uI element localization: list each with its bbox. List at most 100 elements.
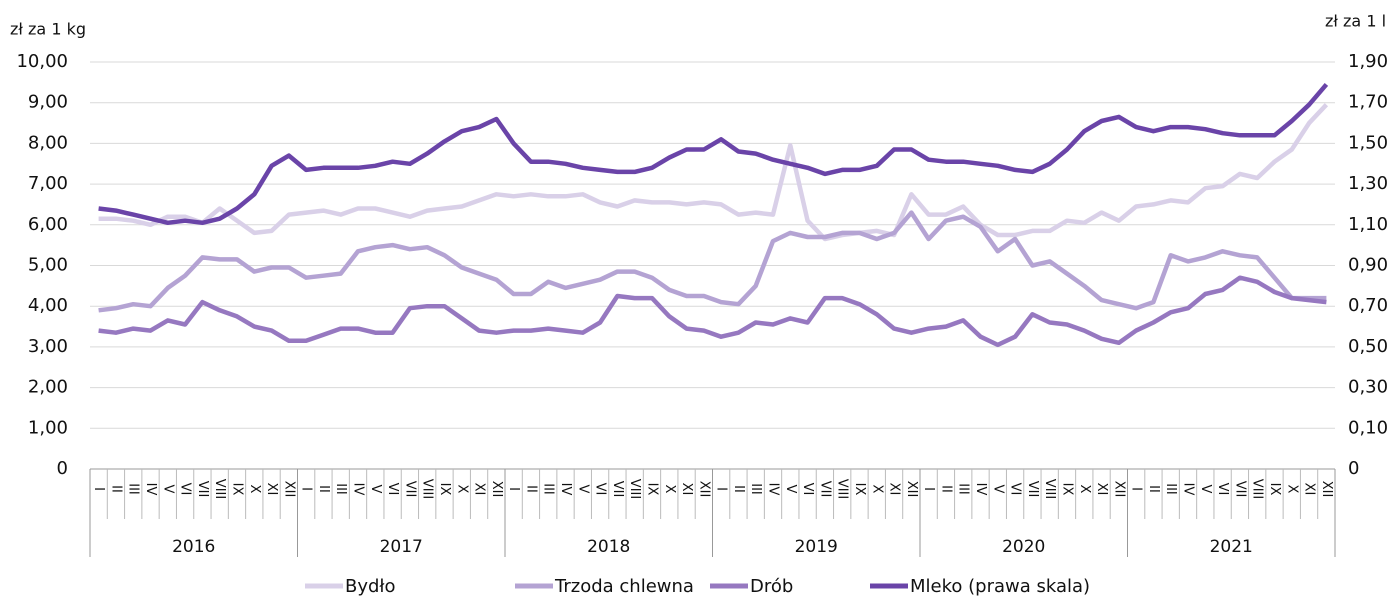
x-tick-label: XII <box>1111 481 1126 498</box>
x-tick-label: VII <box>610 481 625 498</box>
x-tick-label: II <box>316 485 331 493</box>
line-series <box>98 210 1327 313</box>
x-tick-label: X <box>247 485 262 494</box>
y-tick-label: 7,00 <box>28 173 68 194</box>
x-tick-label: V <box>1198 485 1213 494</box>
x-tick-label: III <box>333 483 348 495</box>
y2-axis-label: zł za 1 l <box>1325 12 1386 31</box>
y-tick-label: 8,00 <box>28 132 68 153</box>
x-tick-label: III <box>748 483 763 495</box>
x-tick-label: XII <box>904 481 919 498</box>
x-tick-label: IV <box>143 483 158 496</box>
x-tick-label: XI <box>1094 483 1109 496</box>
x-tick-label: I <box>921 487 936 491</box>
x-tick-label: VI <box>593 483 608 496</box>
y2-tick-label: 0,90 <box>1348 255 1388 276</box>
y2-tick-label: 0,10 <box>1348 417 1388 438</box>
x-tick-label: VI <box>385 483 400 496</box>
legend-label: Trzoda chlewna <box>554 576 694 597</box>
x-tick-label: VIII <box>212 479 227 499</box>
x-tick-label: VII <box>1025 481 1040 498</box>
x-tick-label: VIII <box>420 479 435 499</box>
x-tick-label: XI <box>679 483 694 496</box>
x-tick-label: XII <box>281 481 296 498</box>
y2-tick-label: 1,50 <box>1348 132 1388 153</box>
x-tick-label: VI <box>800 483 815 496</box>
x-tick-label: IV <box>558 483 573 496</box>
y2-tick-label: 0,30 <box>1348 377 1388 398</box>
x-tick-label: VI <box>178 483 193 496</box>
y2-tick-label: 0 <box>1348 458 1359 479</box>
x-tick-label: X <box>454 485 469 494</box>
line-series <box>98 275 1327 348</box>
x-tick-label: IV <box>973 483 988 496</box>
y-axis-label: zł za 1 kg <box>10 20 86 39</box>
y-tick-label: 10,00 <box>16 51 68 72</box>
x-tick-label: X <box>1284 485 1299 494</box>
x-tick-label: XII <box>489 481 504 498</box>
x-tick-label: V <box>368 485 383 494</box>
x-tick-label: II <box>731 485 746 493</box>
year-label: 2016 <box>172 537 215 557</box>
x-tick-label: XI <box>264 483 279 496</box>
x-tick-label: IV <box>766 483 781 496</box>
x-tick-label: II <box>108 485 123 493</box>
y2-tick-label: 1,30 <box>1348 173 1388 194</box>
year-label: 2019 <box>795 537 838 557</box>
x-tick-label: VIII <box>835 479 850 499</box>
y-tick-label: 3,00 <box>28 336 68 357</box>
year-label: 2017 <box>380 537 423 557</box>
x-tick-label: IV <box>1181 483 1196 496</box>
x-tick-label: VII <box>195 481 210 498</box>
x-tick-label: X <box>869 485 884 494</box>
x-tick-label: I <box>506 487 521 491</box>
x-tick-label: IX <box>852 483 867 496</box>
y-tick-label: 4,00 <box>28 295 68 316</box>
x-tick-label: V <box>160 485 175 494</box>
x-tick-label: VI <box>1008 483 1023 496</box>
x-tick-label: XII <box>696 481 711 498</box>
x-tick-label: VIII <box>627 479 642 499</box>
x-tick-label: II <box>523 485 538 493</box>
x-tick-label: I <box>299 487 314 491</box>
legend-label: Mleko (prawa skala) <box>910 576 1090 597</box>
x-tick-label: I <box>1129 487 1144 491</box>
x-tick-label: IX <box>229 483 244 496</box>
x-tick-label: VIII <box>1250 479 1265 499</box>
x-tick-label: IV <box>351 483 366 496</box>
x-tick-label: V <box>990 485 1005 494</box>
x-tick-label: III <box>1163 483 1178 495</box>
y2-tick-label: 1,70 <box>1348 92 1388 113</box>
legend-label: Drób <box>750 576 793 597</box>
x-tick-label: III <box>956 483 971 495</box>
year-label: 2021 <box>1210 537 1253 557</box>
y-tick-label: 5,00 <box>28 255 68 276</box>
x-tick-label: VII <box>817 481 832 498</box>
x-tick-label: X <box>662 485 677 494</box>
x-tick-label: II <box>938 485 953 493</box>
y2-tick-label: 1,10 <box>1348 214 1388 235</box>
y2-tick-label: 0,70 <box>1348 295 1388 316</box>
x-tick-label: IX <box>1059 483 1074 496</box>
y-tick-label: 0 <box>57 458 68 479</box>
x-tick-label: IX <box>437 483 452 496</box>
x-tick-label: III <box>541 483 556 495</box>
y2-tick-label: 0,50 <box>1348 336 1388 357</box>
x-tick-label: VII <box>402 481 417 498</box>
x-tick-label: III <box>126 483 141 495</box>
line-series <box>98 82 1329 226</box>
x-tick-label: XII <box>1319 481 1334 498</box>
y-tick-label: 9,00 <box>28 92 68 113</box>
x-tick-label: VI <box>1215 483 1230 496</box>
x-tick-label: X <box>1077 485 1092 494</box>
y-tick-label: 6,00 <box>28 214 68 235</box>
x-tick-label: I <box>714 487 729 491</box>
x-tick-label: XI <box>472 483 487 496</box>
x-tick-label: VII <box>1232 481 1247 498</box>
x-tick-label: XI <box>887 483 902 496</box>
x-tick-label: II <box>1146 485 1161 493</box>
x-tick-label: IX <box>644 483 659 496</box>
y-tick-label: 1,00 <box>28 417 68 438</box>
x-tick-label: V <box>783 485 798 494</box>
